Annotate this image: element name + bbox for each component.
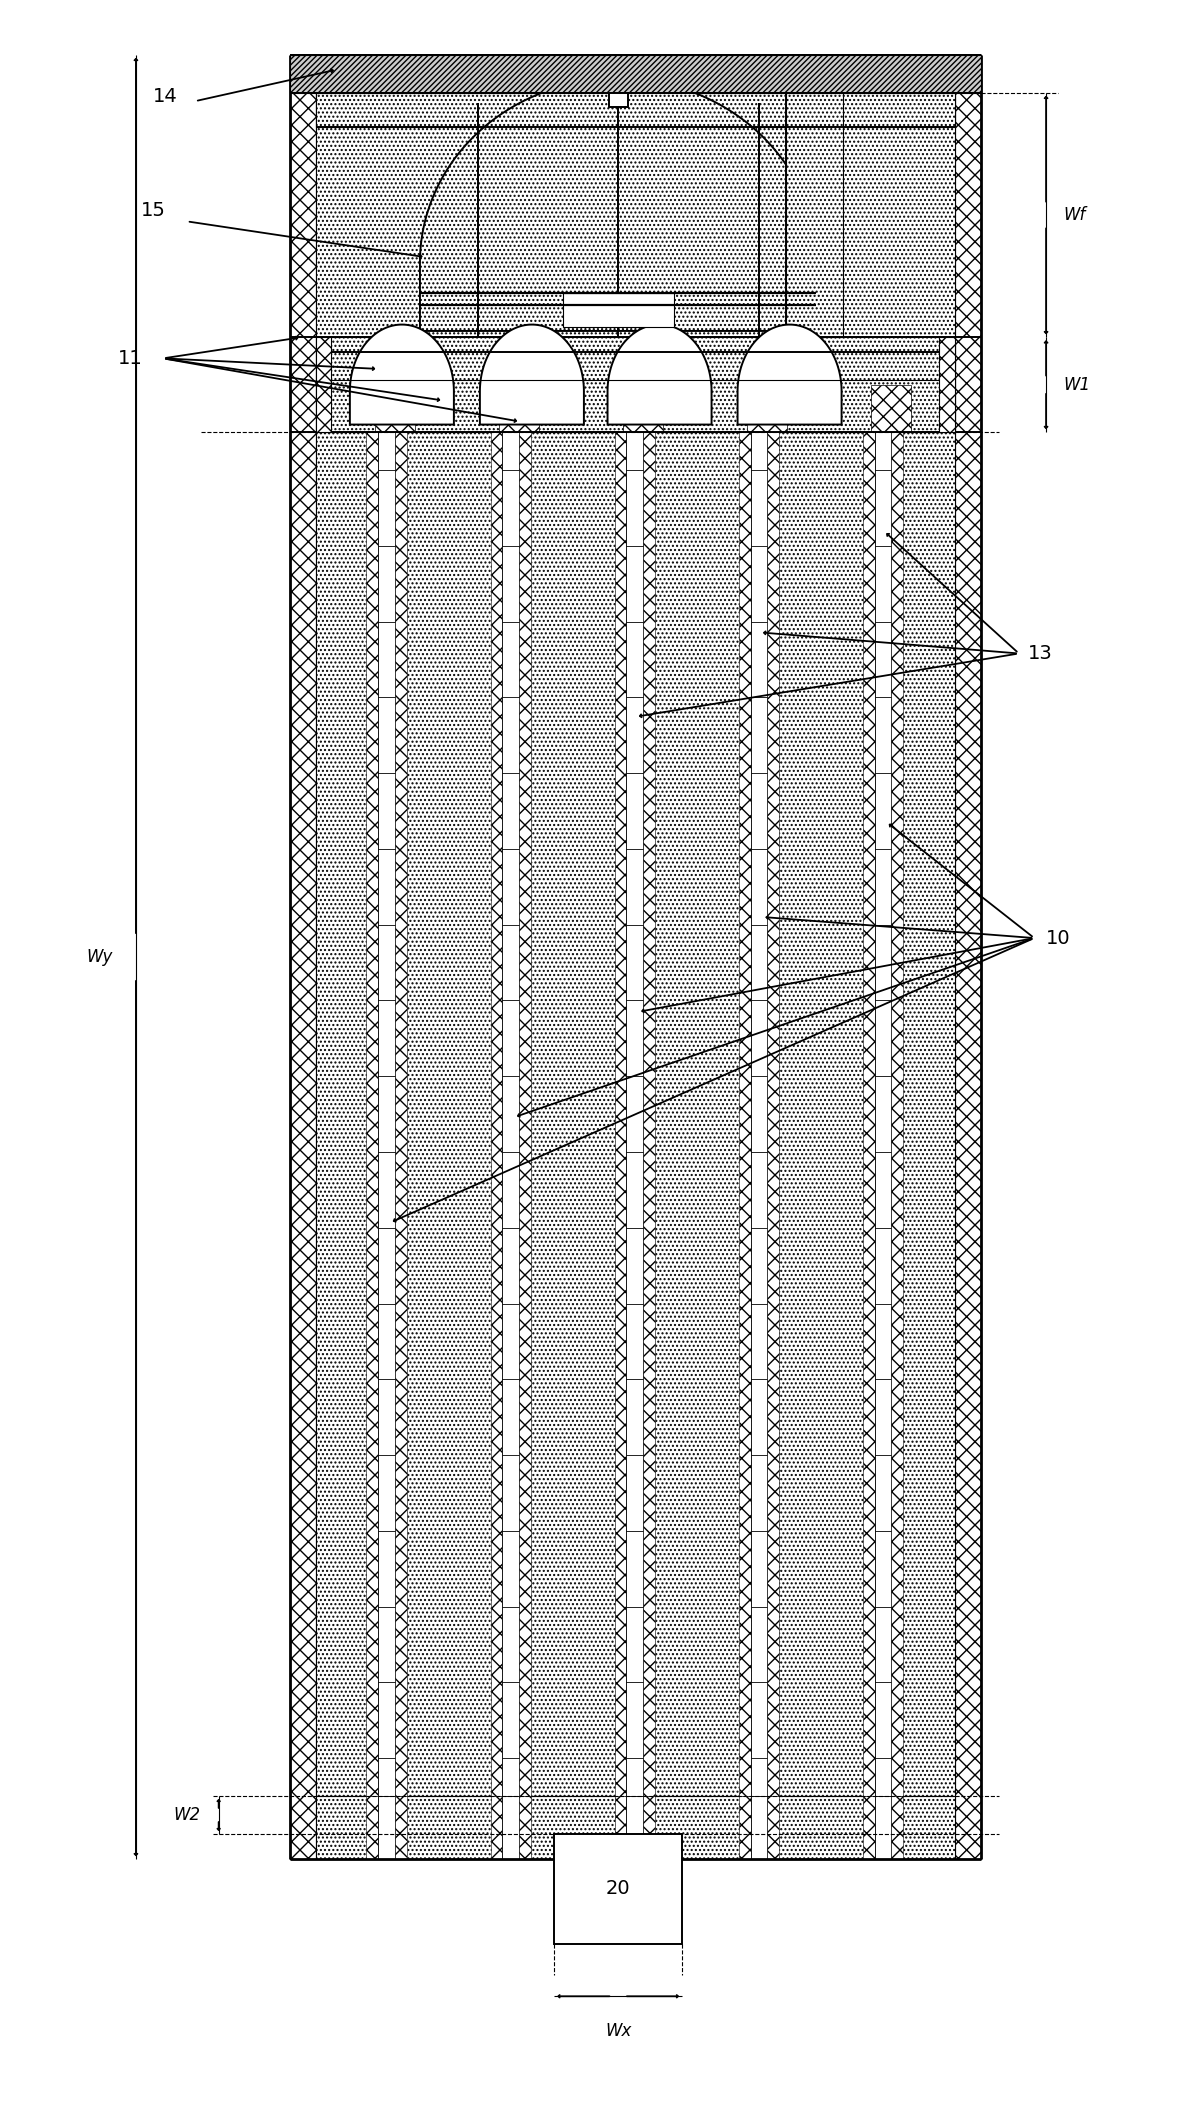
Bar bbox=[519, 1796, 531, 1859]
Bar bbox=[875, 432, 891, 1796]
Bar bbox=[875, 1796, 891, 1859]
Bar bbox=[502, 432, 519, 1796]
Polygon shape bbox=[738, 325, 842, 424]
Text: Wy: Wy bbox=[86, 949, 112, 965]
Bar bbox=[786, 93, 843, 337]
Bar bbox=[366, 432, 378, 1796]
Bar bbox=[290, 55, 981, 93]
Bar bbox=[395, 432, 407, 1796]
Bar bbox=[863, 1796, 875, 1859]
Bar bbox=[366, 1796, 378, 1859]
Bar bbox=[615, 432, 626, 1796]
Text: W1: W1 bbox=[1064, 375, 1091, 394]
Polygon shape bbox=[480, 325, 584, 424]
Polygon shape bbox=[738, 325, 842, 424]
Polygon shape bbox=[480, 325, 584, 424]
Bar bbox=[563, 293, 674, 327]
Bar bbox=[940, 337, 955, 432]
Bar bbox=[316, 337, 955, 432]
Text: Wf: Wf bbox=[1064, 207, 1086, 223]
Bar bbox=[491, 1796, 502, 1859]
Bar bbox=[751, 1796, 767, 1859]
Polygon shape bbox=[420, 78, 817, 331]
Bar bbox=[863, 432, 875, 1796]
Bar bbox=[609, 93, 628, 108]
Bar bbox=[623, 384, 663, 432]
Bar bbox=[751, 432, 767, 1796]
Text: 14: 14 bbox=[154, 86, 177, 108]
Bar bbox=[739, 1796, 751, 1859]
Bar bbox=[316, 93, 955, 337]
Bar bbox=[395, 1796, 407, 1859]
Bar bbox=[747, 384, 787, 432]
Bar bbox=[316, 337, 331, 432]
Bar bbox=[519, 432, 531, 1796]
Text: 20: 20 bbox=[606, 1878, 630, 1899]
Bar bbox=[643, 1796, 655, 1859]
Bar bbox=[615, 1796, 626, 1859]
Polygon shape bbox=[350, 325, 454, 424]
Polygon shape bbox=[608, 325, 712, 424]
Text: 11: 11 bbox=[118, 348, 142, 369]
Bar bbox=[502, 1796, 519, 1859]
Bar bbox=[316, 432, 955, 1796]
Text: 13: 13 bbox=[1028, 643, 1052, 664]
Bar bbox=[491, 432, 502, 1796]
Text: 10: 10 bbox=[1046, 928, 1070, 949]
Bar bbox=[891, 432, 903, 1796]
Bar bbox=[739, 432, 751, 1796]
Bar bbox=[378, 1796, 395, 1859]
Bar bbox=[499, 384, 539, 432]
Polygon shape bbox=[350, 325, 454, 424]
Bar bbox=[626, 1796, 643, 1859]
Bar bbox=[626, 432, 643, 1796]
Bar bbox=[316, 1796, 955, 1859]
Bar bbox=[871, 384, 911, 432]
Bar bbox=[378, 432, 395, 1796]
Polygon shape bbox=[608, 325, 712, 424]
Bar bbox=[891, 1796, 903, 1859]
Text: 15: 15 bbox=[141, 200, 167, 221]
Bar bbox=[290, 55, 316, 1859]
Bar bbox=[316, 93, 955, 126]
Text: Wx: Wx bbox=[605, 2022, 631, 2041]
Bar bbox=[375, 384, 415, 432]
Bar bbox=[955, 55, 981, 1859]
Text: W2: W2 bbox=[174, 1807, 201, 1823]
Bar bbox=[643, 432, 655, 1796]
Bar bbox=[767, 432, 779, 1796]
Bar bbox=[767, 1796, 779, 1859]
Bar bbox=[554, 1834, 682, 1944]
